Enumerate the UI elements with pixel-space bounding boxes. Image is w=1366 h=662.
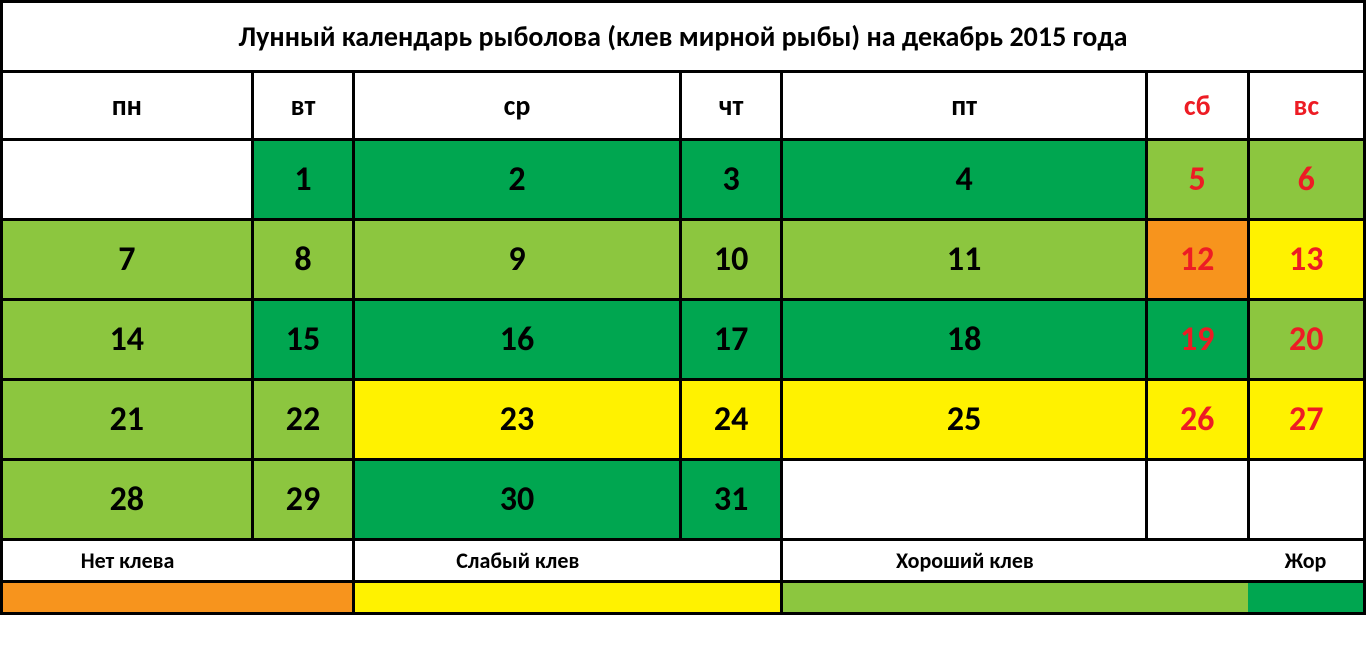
day-cell: 15: [252, 300, 354, 380]
day-cell: 12: [1146, 220, 1248, 300]
legend-color-none: [2, 582, 253, 614]
day-cell: 22: [252, 380, 354, 460]
day-cell: 18: [782, 300, 1146, 380]
day-header-mon: пн: [2, 72, 253, 140]
day-header-row: пн вт ср чт пт сб вс: [2, 72, 1365, 140]
day-cell: 23: [354, 380, 680, 460]
day-cell: 10: [680, 220, 782, 300]
legend-spacer: [680, 540, 782, 582]
day-cell: 20: [1248, 300, 1364, 380]
day-header-sun: вс: [1248, 72, 1364, 140]
day-cell: 25: [782, 380, 1146, 460]
day-header-thu: чт: [680, 72, 782, 140]
day-cell: 3: [680, 140, 782, 220]
legend-spacer: [252, 540, 354, 582]
day-cell: 11: [782, 220, 1146, 300]
legend-color-weak: [354, 582, 680, 614]
legend-label-good: Хороший клев: [782, 540, 1146, 582]
day-cell: 19: [1146, 300, 1248, 380]
day-cell: 27: [1248, 380, 1364, 460]
day-cell: 6: [1248, 140, 1364, 220]
day-cell: 13: [1248, 220, 1364, 300]
day-cell: 7: [2, 220, 253, 300]
day-header-sat: сб: [1146, 72, 1248, 140]
week-row: 1 2 3 4 5 6: [2, 140, 1365, 220]
day-header-fri: пт: [782, 72, 1146, 140]
week-row: 21 22 23 24 25 26 27: [2, 380, 1365, 460]
week-row: 28 29 30 31: [2, 460, 1365, 540]
day-cell: 4: [782, 140, 1146, 220]
legend-color-row: [2, 582, 1365, 614]
legend-color-none: [252, 582, 354, 614]
day-cell: 9: [354, 220, 680, 300]
day-cell: [1146, 460, 1248, 540]
legend-color-weak: [680, 582, 782, 614]
week-row: 14 15 16 17 18 19 20: [2, 300, 1365, 380]
day-cell: 26: [1146, 380, 1248, 460]
week-row: 7 8 9 10 11 12 13: [2, 220, 1365, 300]
legend-label-weak: Слабый клев: [354, 540, 680, 582]
day-cell: 2: [354, 140, 680, 220]
day-cell: 8: [252, 220, 354, 300]
day-header-wed: ср: [354, 72, 680, 140]
day-cell: 24: [680, 380, 782, 460]
day-cell: 28: [2, 460, 253, 540]
calendar-title: Лунный календарь рыболова (клев мирной р…: [2, 2, 1365, 72]
day-cell: [2, 140, 253, 220]
day-cell: 29: [252, 460, 354, 540]
legend-label-row: Нет клева Слабый клев Хороший клев Жор: [2, 540, 1365, 582]
day-cell: 30: [354, 460, 680, 540]
legend-color-good: [782, 582, 1146, 614]
legend-spacer: [1146, 540, 1248, 582]
day-cell: 21: [2, 380, 253, 460]
legend-color-feeding: [1248, 582, 1364, 614]
day-cell: 17: [680, 300, 782, 380]
day-cell: 14: [2, 300, 253, 380]
day-cell: 16: [354, 300, 680, 380]
legend-color-good: [1146, 582, 1248, 614]
day-cell: 1: [252, 140, 354, 220]
day-header-tue: вт: [252, 72, 354, 140]
day-cell: [1248, 460, 1364, 540]
day-cell: 31: [680, 460, 782, 540]
day-cell: 5: [1146, 140, 1248, 220]
legend-label-feeding: Жор: [1248, 540, 1364, 582]
title-row: Лунный календарь рыболова (клев мирной р…: [2, 2, 1365, 72]
legend-label-none: Нет клева: [2, 540, 253, 582]
day-cell: [782, 460, 1146, 540]
fishing-calendar-table: Лунный календарь рыболова (клев мирной р…: [0, 0, 1366, 615]
